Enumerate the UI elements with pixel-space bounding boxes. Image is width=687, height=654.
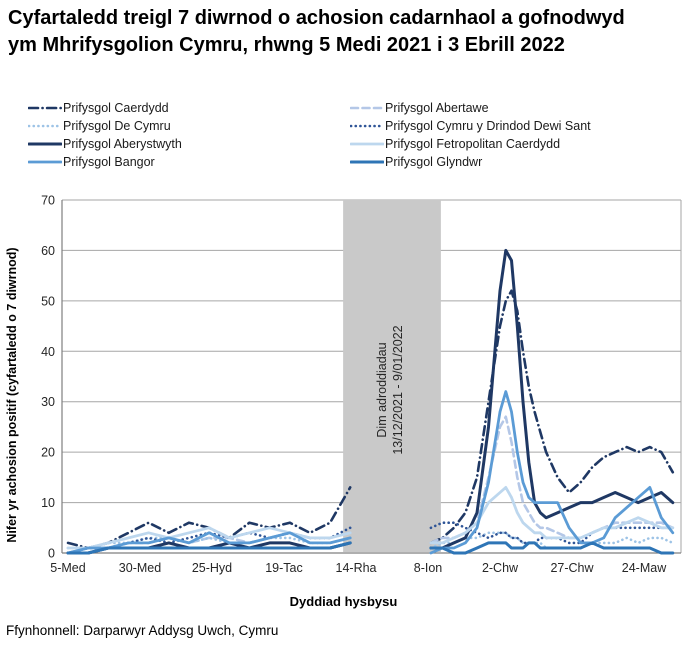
x-tick-label: 27-Chw <box>550 561 594 575</box>
x-tick-label: 25-Hyd <box>192 561 232 575</box>
series-line <box>429 248 675 550</box>
series-line <box>429 541 675 555</box>
legend-swatch <box>28 142 62 146</box>
y-tick-label: 50 <box>41 294 55 308</box>
series-line <box>429 485 675 545</box>
legend-item: Prifysgol Fetropolitan Caerdydd <box>350 135 678 153</box>
legend-label: Prifysgol Glyndwr <box>385 155 483 169</box>
no-data-label-line1: Dim adroddiadau <box>375 342 389 437</box>
series-line <box>66 531 352 555</box>
legend-label: Prifysgol De Cymru <box>63 119 171 133</box>
series-line <box>429 415 675 545</box>
legend-label: Prifysgol Fetropolitan Caerdydd <box>385 137 561 151</box>
legend-label: Prifysgol Cymru y Drindod Dewi Sant <box>385 119 591 133</box>
chart-title: Cyfartaledd treigl 7 diwrnod o achosion … <box>8 7 625 57</box>
series-line <box>66 531 352 555</box>
legend-swatch <box>28 106 62 110</box>
legend-item: Prifysgol Bangor <box>28 153 350 171</box>
y-tick-label: 70 <box>41 194 55 208</box>
legend-swatch <box>350 124 384 128</box>
x-tick-label: 19-Tac <box>265 561 303 575</box>
legend-swatch <box>350 142 384 146</box>
x-tick-label: 14-Rha <box>336 561 377 575</box>
y-tick-label: 40 <box>41 345 55 359</box>
legend-item: Prifysgol Aberystwyth <box>28 135 350 153</box>
y-tick-label: 60 <box>41 244 55 258</box>
legend-item: Prifysgol De Cymru <box>28 117 350 135</box>
legend-item: Prifysgol Cymru y Drindod Dewi Sant <box>350 117 678 135</box>
legend-label: Prifysgol Aberystwyth <box>63 137 182 151</box>
series-line <box>66 536 352 550</box>
legend-swatch <box>28 160 62 164</box>
no-data-label-line2: 13/12/2021 - 9/01/2022 <box>391 325 405 454</box>
legend-swatch <box>350 160 384 164</box>
no-data-band <box>343 200 441 552</box>
x-tick-label: 5-Med <box>50 561 85 575</box>
x-tick-label: 24-Maw <box>622 561 667 575</box>
y-axis-title: Nifer yr achosion positif (cyfartaledd o… <box>5 247 19 542</box>
legend-swatch <box>28 124 62 128</box>
legend-item: Prifysgol Caerdydd <box>28 99 350 117</box>
series-line <box>429 390 675 555</box>
series-line <box>66 541 352 555</box>
legend-label: Prifysgol Caerdydd <box>63 101 169 115</box>
chart-legend: Prifysgol Caerdydd Prifysgol Abertawe Prif… <box>28 99 678 171</box>
legend-item: Prifysgol Abertawe <box>350 99 678 117</box>
y-tick-label: 30 <box>41 395 55 409</box>
y-tick-label: 10 <box>41 496 55 510</box>
legend-label: Prifysgol Bangor <box>63 155 155 169</box>
series-line <box>429 289 675 545</box>
series-line <box>66 541 352 555</box>
x-axis-title: Dyddiad hysbysu <box>289 594 398 609</box>
x-tick-label: 8-Ion <box>414 561 443 575</box>
y-tick-label: 20 <box>41 446 55 460</box>
series-line <box>66 486 352 550</box>
series-line <box>429 531 675 550</box>
x-tick-label: 2-Chw <box>482 561 519 575</box>
legend-label: Prifysgol Abertawe <box>385 101 489 115</box>
series-line <box>66 526 352 555</box>
legend-item: Prifysgol Glyndwr <box>350 153 678 171</box>
x-tick-label: 30-Med <box>119 561 161 575</box>
source-note: Ffynhonnell: Darparwyr Addysg Uwch, Cymr… <box>6 623 279 638</box>
series-line <box>429 521 675 545</box>
series-line <box>66 526 352 550</box>
y-tick-label: 0 <box>48 547 55 561</box>
legend-swatch <box>350 106 384 110</box>
